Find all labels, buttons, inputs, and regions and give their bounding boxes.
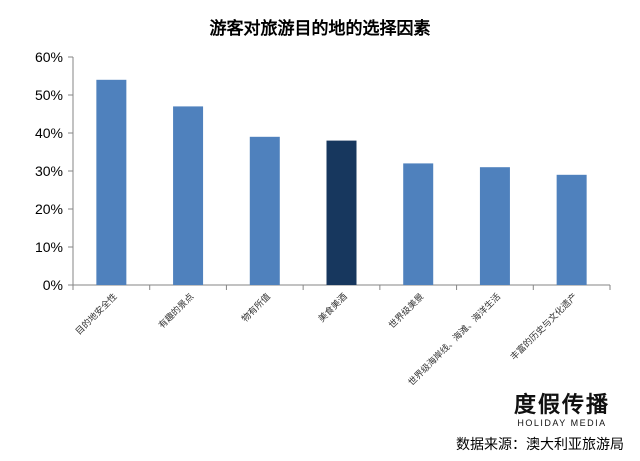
bar xyxy=(479,167,510,285)
bar xyxy=(403,163,434,285)
bar xyxy=(96,79,127,285)
y-tick-label: 0% xyxy=(43,277,63,293)
bar xyxy=(173,106,204,286)
x-tick-label: 有趣的景点 xyxy=(156,291,196,331)
bar xyxy=(326,140,357,285)
logo-english-text: HOLIDAY MEDIA xyxy=(517,418,607,428)
bar xyxy=(249,136,280,285)
holiday-media-logo: 度假传播 HOLIDAY MEDIA xyxy=(506,392,618,429)
bar xyxy=(556,174,587,285)
x-tick-label: 丰富的历史与文化遗产 xyxy=(508,291,580,363)
y-tick-label: 10% xyxy=(35,239,63,255)
logo-chinese-text: 度假传播 xyxy=(513,392,610,418)
y-tick-label: 20% xyxy=(35,201,63,217)
x-tick-label: 世界级美景 xyxy=(386,291,426,331)
data-source-note: 数据来源：澳大利亚旅游局 xyxy=(456,437,624,453)
x-tick-label: 美食美酒 xyxy=(316,291,350,325)
x-tick-label: 目的地安全性 xyxy=(73,291,120,338)
y-tick-label: 30% xyxy=(35,163,63,179)
x-tick-label: 物有所值 xyxy=(239,291,273,325)
chart-title: 游客对旅游目的地的选择因素 xyxy=(209,19,431,39)
y-tick-label: 50% xyxy=(35,87,63,103)
y-tick-label: 40% xyxy=(35,125,63,141)
y-tick-label: 60% xyxy=(35,49,63,65)
